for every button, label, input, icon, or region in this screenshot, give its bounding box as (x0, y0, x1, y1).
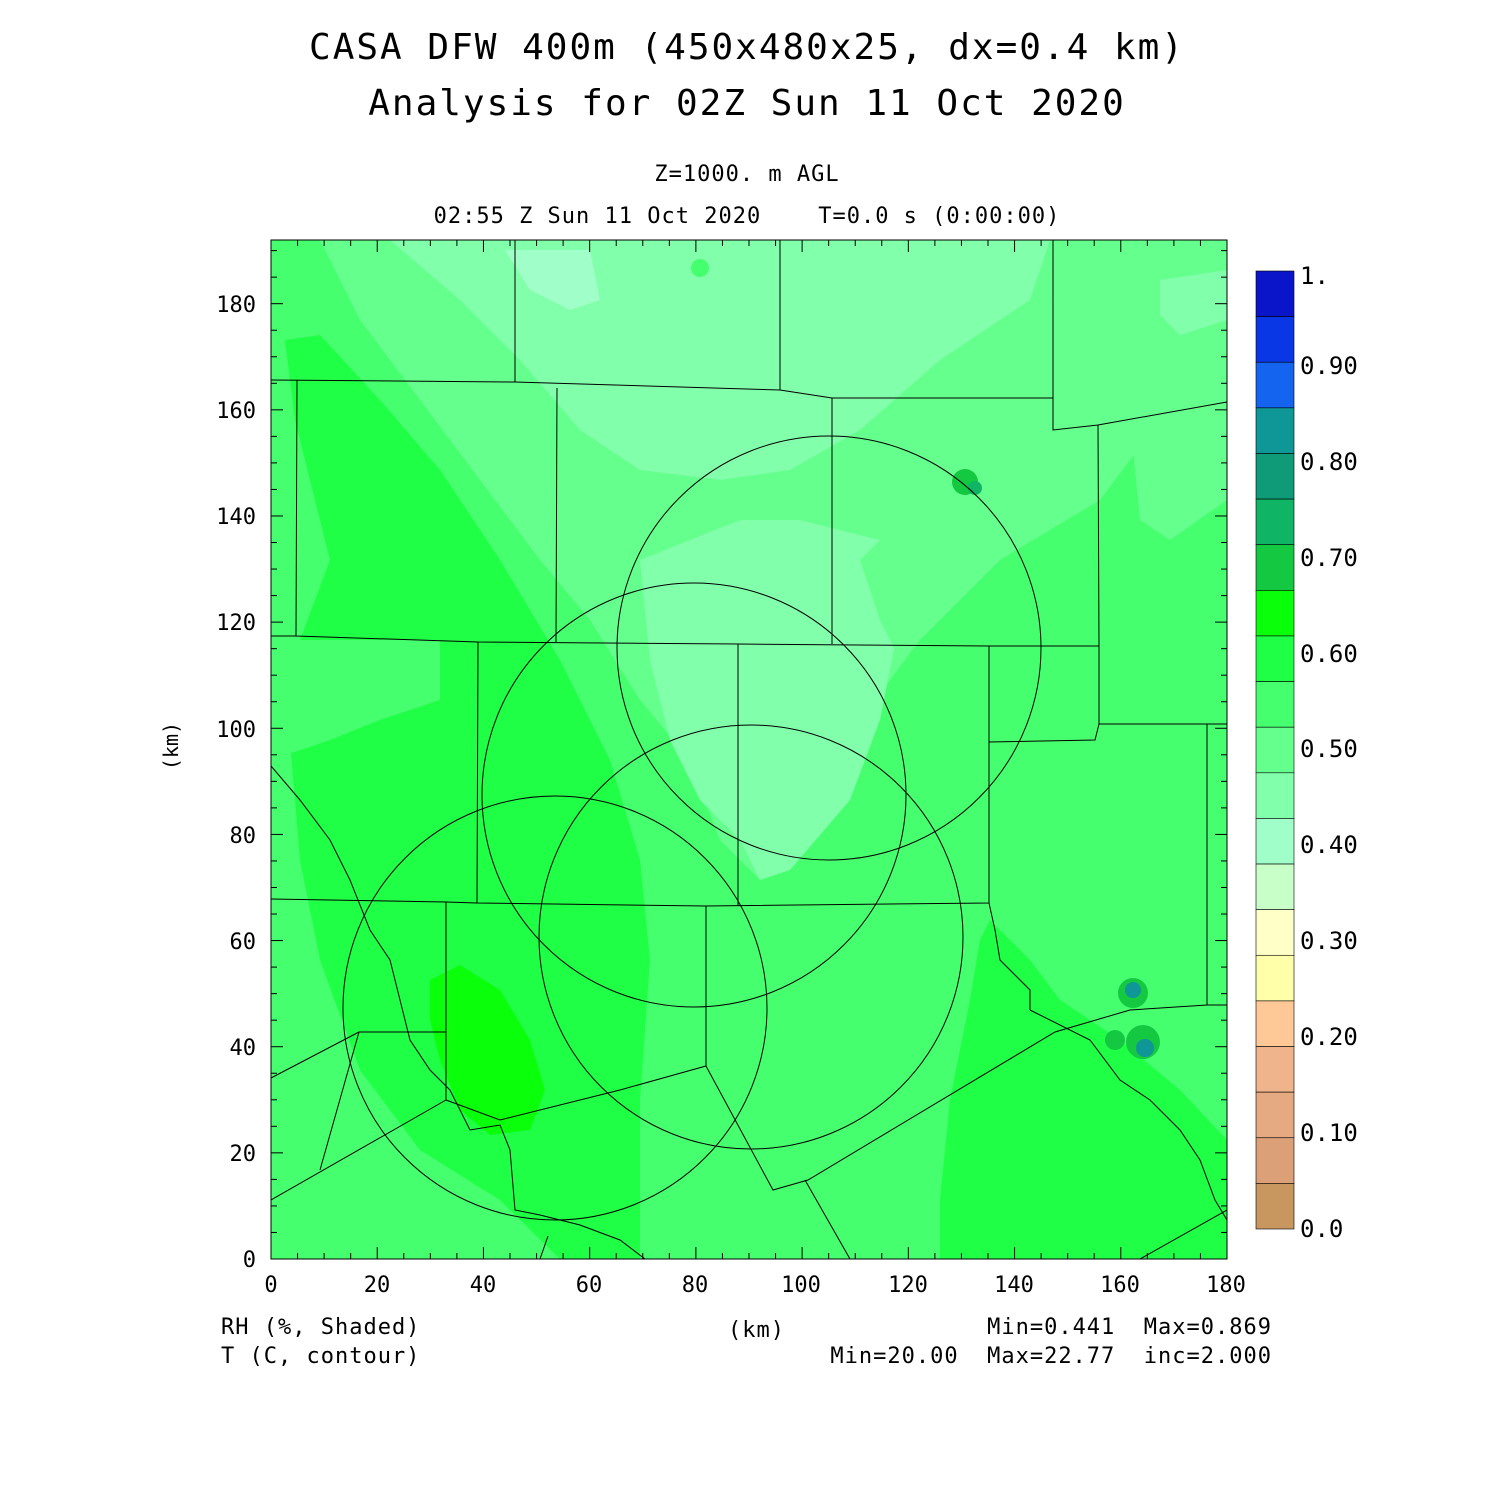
y-tick-label: 60 (230, 930, 257, 955)
colorbar-swatch (1255, 681, 1295, 728)
y-tick-label: 160 (216, 399, 256, 424)
colorbar-swatch (1255, 1137, 1295, 1184)
y-tick-label: 120 (216, 611, 256, 636)
x-tick-label: 0 (264, 1273, 277, 1298)
t-stats: Min=20.00 Max=22.77 inc=2.000 (830, 1344, 1272, 1369)
colorbar-swatch (1255, 453, 1295, 500)
title-line-1: CASA DFW 400m (450x480x25, dx=0.4 km) (309, 27, 1185, 68)
colorbar-label: 0.70 (1300, 544, 1358, 572)
colorbar-swatch (1255, 270, 1295, 317)
colorbar-swatch (1255, 316, 1295, 363)
y-tick-label: 100 (216, 718, 256, 743)
y-tick-label: 140 (216, 505, 256, 530)
valid-time-label: 02:55 Z Sun 11 Oct 2020 T=0.0 s (0:00:00… (433, 204, 1061, 229)
colorbar-label: 0.60 (1300, 640, 1358, 668)
colorbar-swatch (1255, 726, 1295, 774)
y-tick-labels: 0 20 40 60 80 100 120 140 160 180 (216, 293, 256, 1273)
colorbar-swatch (1255, 954, 1295, 1002)
field-t-label: T (C, contour) (221, 1344, 421, 1369)
colorbar-swatch (1255, 590, 1295, 637)
x-tick-label: 120 (888, 1273, 928, 1298)
colorbar-swatch (1255, 635, 1295, 682)
y-tick-label: 80 (230, 824, 257, 849)
y-tick-label: 40 (230, 1036, 257, 1061)
x-tick-label: 100 (781, 1273, 821, 1298)
title-line-2: Analysis for 02Z Sun 11 Oct 2020 (368, 83, 1126, 124)
colorbar-label: 0.80 (1300, 448, 1358, 476)
radar-ring-2 (481, 582, 907, 1008)
radar-ring-3 (538, 724, 964, 1150)
colorbar-label: 0.90 (1300, 352, 1358, 380)
x-tick-label: 180 (1206, 1273, 1246, 1298)
radar-ring-4 (342, 795, 768, 1221)
colorbar-swatch (1255, 1000, 1295, 1047)
y-axis-label: (km) (159, 722, 183, 770)
x-tick-label: 160 (1100, 1273, 1140, 1298)
colorbar-label: 0.0 (1300, 1215, 1343, 1243)
colorbar-swatch (1255, 772, 1295, 819)
colorbar-swatch (1255, 498, 1295, 546)
colorbar-swatch (1255, 1091, 1295, 1139)
colorbar-swatch (1255, 1046, 1295, 1093)
rh-shading (271, 240, 1227, 1259)
x-tick-label: 140 (994, 1273, 1034, 1298)
colorbar-swatch (1255, 544, 1295, 591)
colorbar-label: 0.40 (1300, 831, 1358, 859)
x-axis-label: (km) (728, 1318, 785, 1343)
y-tick-label: 20 (230, 1142, 257, 1167)
colorbar-label: 0.30 (1300, 927, 1358, 955)
colorbar-label: 0.10 (1300, 1119, 1358, 1147)
x-tick-label: 40 (470, 1273, 497, 1298)
radar-range-rings (342, 435, 1042, 1221)
colorbar-swatch (1255, 863, 1295, 910)
level-label: Z=1000. m AGL (654, 162, 840, 187)
colorbar-swatch (1255, 1183, 1295, 1230)
colorbar (1255, 270, 1295, 1230)
colorbar-label: 0.20 (1300, 1023, 1358, 1051)
x-tick-label: 20 (364, 1273, 391, 1298)
x-tick-labels: 0 20 40 60 80 100 120 140 160 180 (264, 1273, 1246, 1298)
colorbar-label: 0.50 (1300, 735, 1358, 763)
county-borders (271, 240, 1227, 1259)
colorbar-label: 1. (1300, 262, 1329, 290)
field-rh-label: RH (%, Shaded) (221, 1315, 421, 1340)
colorbar-swatch (1255, 361, 1295, 409)
x-tick-label: 80 (682, 1273, 709, 1298)
y-tick-label: 180 (216, 293, 256, 318)
colorbar-labels: 1. 0.90 0.80 0.70 0.60 0.50 0.40 0.30 0.… (1300, 262, 1358, 1243)
rh-stats: Min=0.441 Max=0.869 (987, 1315, 1272, 1340)
y-tick-label: 0 (243, 1248, 256, 1273)
colorbar-swatch (1255, 909, 1295, 956)
axis-ticks (270, 240, 1228, 1260)
colorbar-swatch (1255, 407, 1295, 454)
radar-ring-1 (616, 435, 1042, 861)
colorbar-swatch (1255, 818, 1295, 865)
x-tick-label: 60 (576, 1273, 603, 1298)
